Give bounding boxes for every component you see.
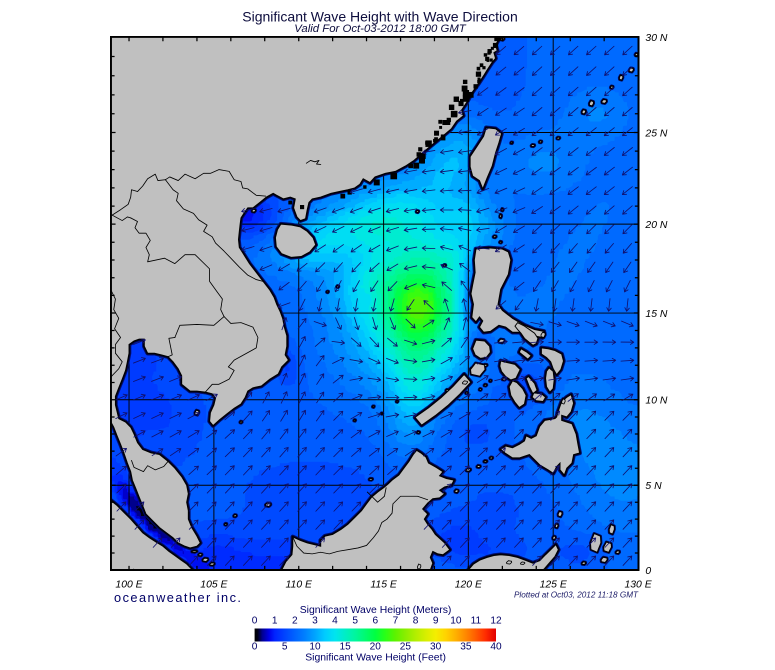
svg-text:115 E: 115 E [370,580,397,591]
svg-text:40: 40 [490,641,502,652]
svg-text:oceanweather inc.: oceanweather inc. [114,590,242,605]
svg-text:Valid For Oct-03-2012 18:00 GM: Valid For Oct-03-2012 18:00 GMT [294,23,467,35]
svg-text:1: 1 [272,615,278,626]
svg-text:5 N: 5 N [645,481,662,492]
svg-text:5: 5 [352,615,358,626]
svg-text:12: 12 [490,615,502,626]
svg-text:0: 0 [645,566,651,577]
svg-text:3: 3 [312,615,318,626]
svg-text:2: 2 [292,615,298,626]
svg-text:8: 8 [413,615,419,626]
svg-text:25: 25 [400,641,412,652]
svg-text:0: 0 [252,615,258,626]
svg-text:15: 15 [340,641,352,652]
svg-text:120 E: 120 E [455,580,483,591]
svg-text:20: 20 [370,641,382,652]
svg-text:4: 4 [332,615,338,626]
svg-text:125 E: 125 E [540,580,568,591]
svg-text:105 E: 105 E [200,580,228,591]
svg-text:11: 11 [471,615,482,626]
svg-text:Significant Wave Height (Meter: Significant Wave Height (Meters) [300,605,452,616]
svg-text:0: 0 [252,641,258,652]
svg-text:30: 30 [430,641,442,652]
svg-text:10: 10 [450,615,462,626]
svg-text:Plotted at Oct03, 2012 11:18 G: Plotted at Oct03, 2012 11:18 GMT [514,591,639,600]
svg-text:35: 35 [460,641,472,652]
svg-text:25 N: 25 N [644,128,667,139]
svg-text:10 N: 10 N [645,396,667,407]
svg-text:Significant Wave Height with W: Significant Wave Height with Wave Direct… [242,9,518,25]
svg-text:Significant Wave Height (Feet): Significant Wave Height (Feet) [305,652,446,663]
svg-text:100 E: 100 E [115,580,143,591]
svg-text:6: 6 [372,615,378,626]
svg-text:7: 7 [393,615,399,626]
svg-text:9: 9 [433,615,439,626]
svg-text:30 N: 30 N [645,33,667,44]
svg-text:130 E: 130 E [624,580,652,591]
svg-text:20 N: 20 N [644,220,667,231]
svg-text:15 N: 15 N [645,309,667,320]
svg-text:110 E: 110 E [286,580,313,591]
svg-text:10: 10 [309,641,321,652]
svg-text:5: 5 [282,641,288,652]
